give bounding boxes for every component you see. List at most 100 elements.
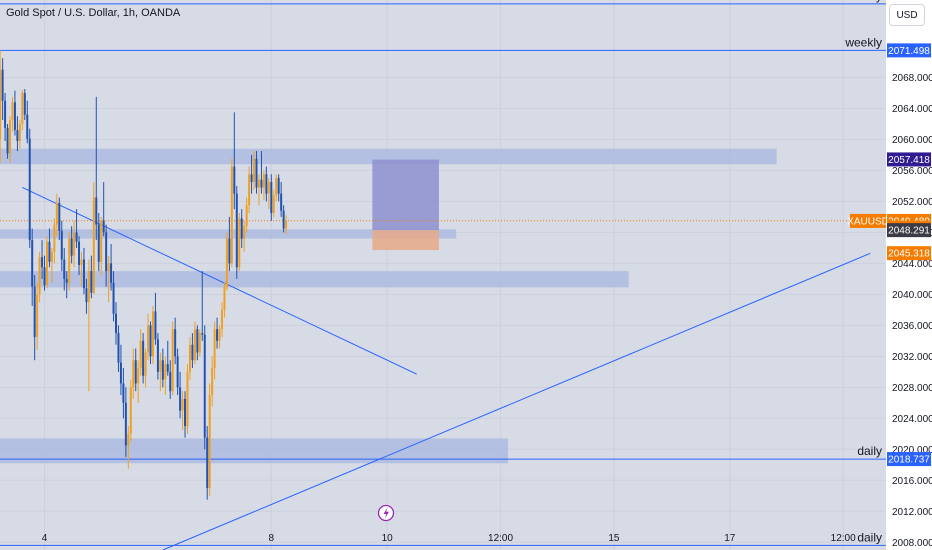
candle (221, 302, 223, 337)
price-tag-label: 2071.498 (888, 46, 930, 57)
level-label: daily (857, 530, 882, 544)
candle-body (206, 437, 209, 489)
y-tick-label: 2036.000 (892, 321, 932, 332)
candle-body (253, 158, 256, 183)
candle (267, 178, 270, 210)
candle (9, 116, 12, 163)
candle (63, 247, 66, 291)
candle (80, 251, 83, 287)
candle-body (257, 179, 260, 188)
candle (181, 391, 184, 430)
candle-body (97, 224, 100, 262)
candle (1, 58, 4, 121)
candle (132, 348, 135, 399)
trendline (162, 252, 871, 550)
candle-body (228, 238, 231, 264)
candle-body (250, 174, 253, 183)
y-tick-label: 2028.000 (892, 383, 932, 394)
price-tag-weekly: 2071.498 (887, 43, 931, 58)
candle-body (164, 364, 167, 380)
candle-body (203, 334, 206, 438)
y-tick-label: 2016.000 (892, 476, 932, 487)
flash-icon[interactable] (377, 504, 395, 522)
y-tick-label: 2008.000 (892, 538, 932, 549)
candle (282, 205, 285, 233)
candle-body (161, 360, 164, 380)
y-tick-label: 2052.000 (892, 197, 932, 208)
candle-body (13, 102, 16, 131)
candle-body (275, 178, 278, 196)
candle-body (181, 398, 184, 411)
candle-body (240, 218, 243, 239)
candle-body (179, 387, 182, 411)
candle-body (171, 329, 174, 392)
candle (193, 321, 196, 365)
candle (55, 193, 58, 237)
candle (196, 325, 199, 361)
candle (18, 120, 21, 149)
candle (119, 344, 122, 396)
candle (105, 224, 108, 287)
candle-body (272, 195, 275, 214)
candle (208, 383, 211, 496)
price-tag-price: 2045.318 (887, 246, 931, 261)
candle (255, 151, 258, 194)
candle-body (43, 267, 46, 286)
level-label: weekly (844, 35, 882, 49)
candle (117, 325, 120, 372)
candle-body (265, 174, 268, 194)
candle (248, 166, 251, 214)
candle-body (80, 259, 83, 265)
candle-body (48, 241, 51, 262)
candle (147, 313, 150, 361)
candle (211, 356, 214, 407)
candle (68, 232, 71, 291)
candle (26, 100, 29, 144)
zone-rect (0, 148, 777, 165)
y-tick-label: 2040.000 (892, 290, 932, 301)
candle (87, 259, 90, 392)
candle-body (9, 120, 12, 154)
price-tag-label: 2048.291 (888, 226, 930, 237)
candle (238, 213, 241, 272)
candle-body (31, 240, 34, 287)
candle (92, 182, 95, 295)
x-tick-label: 10 (382, 533, 394, 544)
candle (257, 174, 260, 206)
candle-body (221, 309, 223, 330)
candle-body (201, 333, 204, 335)
candle-body (245, 205, 248, 227)
candle-body (11, 102, 14, 121)
candle (50, 247, 53, 283)
candle-body (169, 371, 172, 392)
long-position[interactable] (372, 159, 439, 251)
price-tag-dark: 2048.291 (887, 223, 931, 238)
candle-body (233, 166, 236, 194)
candle (260, 151, 263, 194)
candle (127, 426, 130, 469)
candle-body (282, 210, 285, 229)
candle (233, 112, 236, 210)
candle (21, 89, 24, 131)
candle (171, 321, 174, 396)
candle-body (147, 325, 150, 353)
candle-body (53, 224, 56, 252)
candle-body (132, 360, 135, 388)
candle (156, 333, 159, 380)
candle (13, 90, 16, 136)
candle-body (235, 193, 238, 268)
candle (43, 255, 46, 291)
candle (272, 189, 275, 217)
candle-body (87, 271, 90, 303)
candle-body (21, 92, 24, 124)
candle-body (139, 340, 142, 368)
candle-body (270, 182, 273, 214)
zone-rect (0, 229, 457, 239)
candle-body (137, 367, 140, 384)
candle-body (28, 138, 31, 241)
currency-button[interactable]: USD (889, 4, 925, 26)
candle (179, 371, 182, 419)
candle (142, 333, 145, 384)
